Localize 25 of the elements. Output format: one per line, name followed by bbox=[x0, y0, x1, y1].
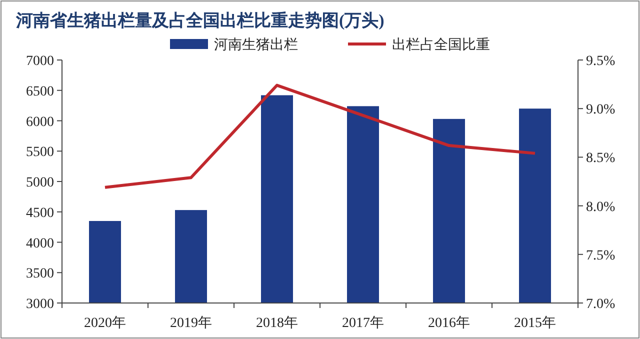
chart-title: 河南省生猪出栏量及占全国出栏比重走势图(万头) bbox=[15, 11, 384, 30]
y-tick-label: 4000 bbox=[26, 236, 54, 252]
legend-label: 出栏占全国比重 bbox=[392, 37, 490, 53]
y-tick-label: 7000 bbox=[26, 54, 54, 69]
x-tick-label: 2015年 bbox=[514, 315, 556, 331]
x-tick-label: 2019年 bbox=[170, 315, 212, 331]
y-tick-label: 4500 bbox=[26, 206, 54, 221]
x-tick-label: 2018年 bbox=[256, 315, 298, 331]
line-series bbox=[104, 84, 536, 189]
x-tick-label: 2017年 bbox=[342, 315, 384, 331]
y2-tick-label: 8.5% bbox=[586, 151, 616, 166]
y-tick-label: 6000 bbox=[26, 114, 54, 130]
y2-tick-label: 9.0% bbox=[586, 102, 616, 118]
x-tick-label: 2020年 bbox=[84, 315, 126, 331]
y2-tick-label: 7.0% bbox=[586, 297, 616, 312]
x-tick-label: 2016年 bbox=[428, 315, 470, 331]
y-tick-label: 5000 bbox=[26, 176, 54, 190]
legend-label: 河南生猪出栏 bbox=[214, 37, 298, 53]
y-tick-label: 5500 bbox=[26, 145, 54, 160]
y-tick-label: 3000 bbox=[26, 297, 54, 312]
y-tick-label: 6500 bbox=[26, 84, 54, 100]
y-tick-label: 3500 bbox=[26, 266, 54, 282]
y2-tick-label: 9.5% bbox=[586, 54, 616, 69]
y2-tick-label: 7.5% bbox=[586, 248, 616, 264]
y2-tick-label: 8.0% bbox=[586, 200, 616, 215]
